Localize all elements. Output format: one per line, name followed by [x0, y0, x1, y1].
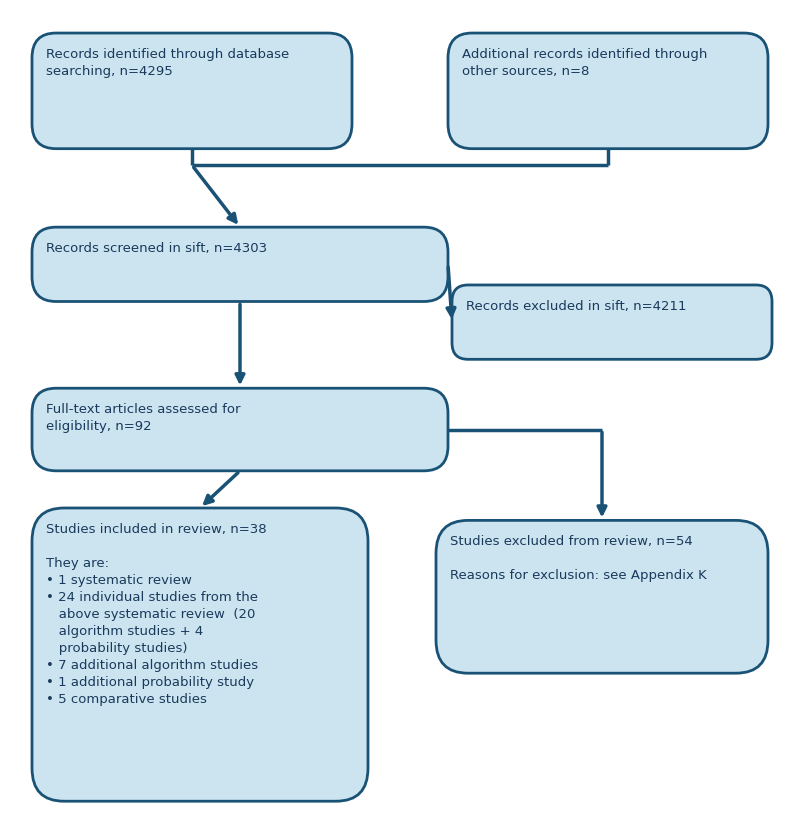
FancyBboxPatch shape	[448, 33, 768, 149]
Text: Records screened in sift, n=4303: Records screened in sift, n=4303	[46, 242, 267, 255]
Text: Records excluded in sift, n=4211: Records excluded in sift, n=4211	[466, 300, 687, 313]
Text: Additional records identified through
other sources, n=8: Additional records identified through ot…	[462, 48, 708, 78]
FancyBboxPatch shape	[32, 508, 368, 801]
FancyBboxPatch shape	[436, 520, 768, 673]
Text: Studies included in review, n=38

They are:
• 1 systematic review
• 24 individua: Studies included in review, n=38 They ar…	[46, 523, 267, 706]
FancyBboxPatch shape	[32, 388, 448, 471]
Text: Records identified through database
searching, n=4295: Records identified through database sear…	[46, 48, 290, 78]
FancyBboxPatch shape	[32, 33, 352, 149]
FancyBboxPatch shape	[452, 285, 772, 359]
Text: Studies excluded from review, n=54

Reasons for exclusion: see Appendix K: Studies excluded from review, n=54 Reaso…	[450, 535, 707, 582]
Text: Full-text articles assessed for
eligibility, n=92: Full-text articles assessed for eligibil…	[46, 403, 241, 433]
FancyBboxPatch shape	[32, 227, 448, 301]
